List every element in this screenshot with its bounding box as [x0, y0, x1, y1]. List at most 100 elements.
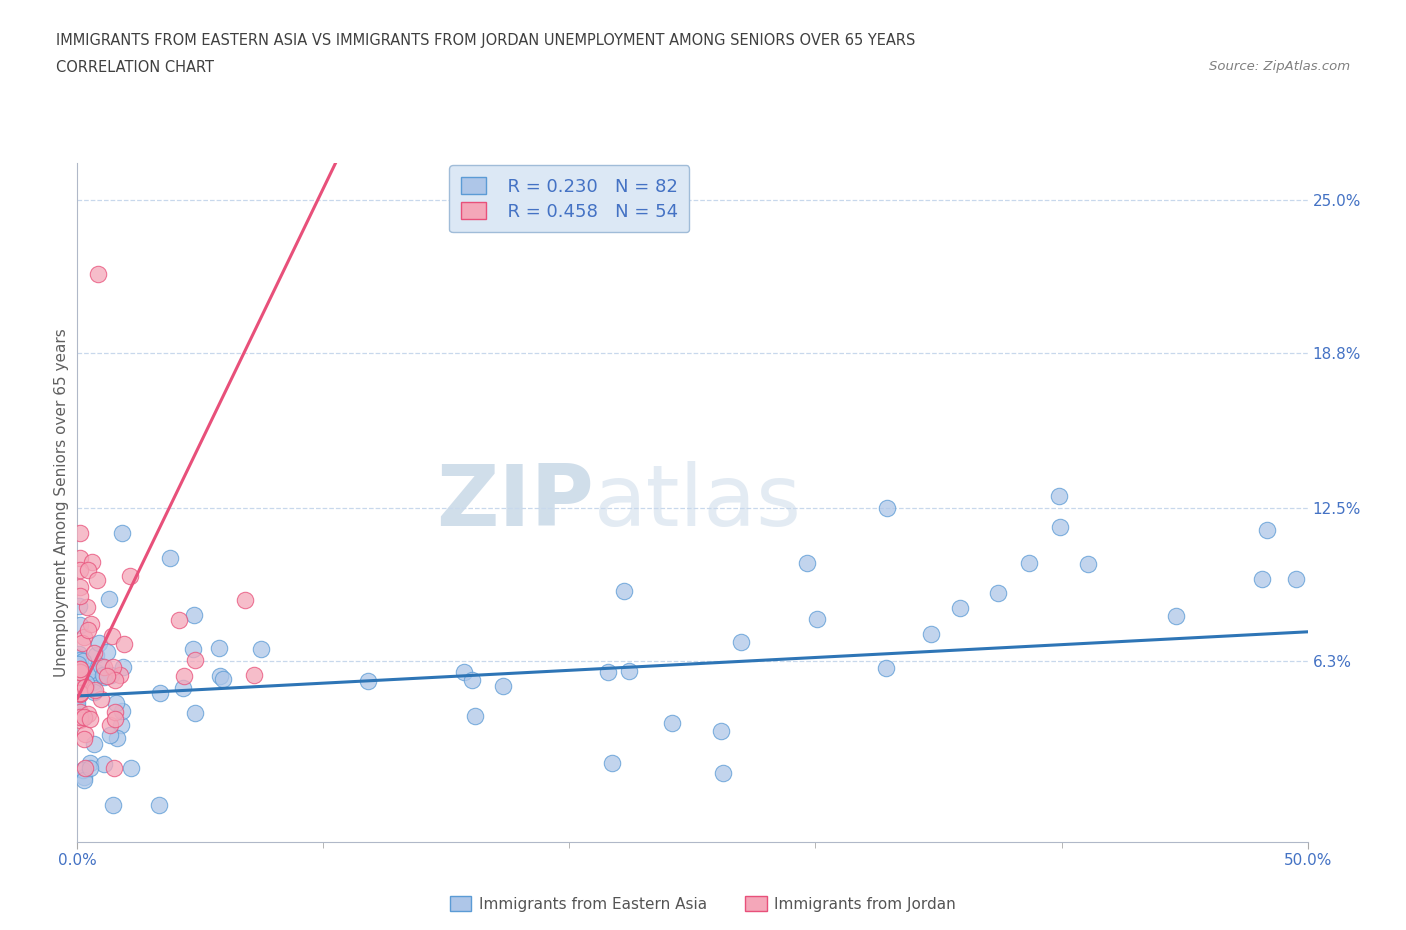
Point [66, 701, 89, 716]
Point [711, 765, 734, 780]
Point [110, 718, 132, 733]
Point [104, 712, 127, 727]
Point [86, 665, 108, 680]
Text: Source: ZipAtlas.com: Source: ZipAtlas.com [1209, 60, 1350, 73]
Point [104, 705, 127, 720]
Point [1251, 572, 1274, 587]
Point [69, 712, 91, 727]
Point [83, 737, 105, 751]
Text: atlas: atlas [595, 460, 801, 544]
Point [67, 660, 90, 675]
Point [710, 724, 733, 738]
Point [69, 705, 91, 720]
Point [72, 654, 94, 669]
Point [105, 696, 128, 711]
Point [181, 641, 204, 656]
Point [243, 668, 266, 683]
Point [72, 630, 94, 644]
Point [67, 598, 90, 613]
Point [184, 653, 207, 668]
Point [76, 622, 98, 637]
Point [167, 612, 190, 627]
Point [796, 555, 818, 570]
Point [87, 266, 110, 281]
Point [108, 668, 131, 683]
Point [209, 669, 232, 684]
Point [69, 563, 91, 578]
Point [69, 685, 91, 700]
Point [66, 709, 89, 724]
Point [83, 645, 105, 660]
Point [100, 629, 122, 644]
Point [97, 591, 120, 606]
Point [105, 731, 128, 746]
Point [492, 679, 515, 694]
Point [104, 672, 127, 687]
Point [69, 525, 91, 540]
Point [72, 763, 94, 777]
Point [87, 635, 110, 650]
Point [69, 580, 91, 595]
Point [149, 685, 172, 700]
Point [77, 563, 100, 578]
Point [75, 675, 97, 690]
Point [208, 640, 231, 655]
Y-axis label: Unemployment Among Seniors over 65 years: Unemployment Among Seniors over 65 years [53, 328, 69, 677]
Point [118, 569, 141, 584]
Point [73, 679, 96, 694]
Point [91, 668, 114, 683]
Point [464, 709, 486, 724]
Point [73, 769, 96, 784]
Point [453, 664, 475, 679]
Point [75, 726, 97, 741]
Point [617, 664, 640, 679]
Point [111, 525, 134, 540]
Point [101, 797, 124, 812]
Point [357, 673, 380, 688]
Point [77, 707, 100, 722]
Point [661, 716, 683, 731]
Point [83, 683, 105, 698]
Point [987, 586, 1010, 601]
Point [949, 601, 972, 616]
Point [69, 652, 91, 667]
Point [66, 696, 89, 711]
Point [76, 600, 98, 615]
Point [86, 573, 108, 588]
Text: ZIP: ZIP [436, 460, 595, 544]
Point [233, 592, 256, 607]
Point [184, 706, 207, 721]
Point [69, 618, 91, 632]
Point [73, 760, 96, 775]
Point [1077, 556, 1099, 571]
Point [72, 682, 94, 697]
Point [66, 692, 89, 707]
Point [101, 659, 124, 674]
Point [920, 627, 942, 642]
Point [69, 661, 91, 676]
Point [159, 551, 181, 565]
Point [79, 761, 101, 776]
Point [79, 755, 101, 770]
Point [90, 691, 112, 706]
Point [80, 617, 103, 631]
Point [79, 663, 101, 678]
Point [82, 675, 104, 690]
Point [148, 797, 170, 812]
Point [172, 681, 194, 696]
Point [67, 647, 90, 662]
Point [1166, 608, 1188, 623]
Point [72, 710, 94, 724]
Point [596, 665, 619, 680]
Point [112, 636, 135, 651]
Point [100, 667, 122, 682]
Point [600, 755, 623, 770]
Point [1049, 519, 1071, 534]
Point [1285, 571, 1308, 586]
Point [67, 650, 90, 665]
Point [103, 760, 125, 775]
Point [1018, 555, 1040, 570]
Point [98, 718, 121, 733]
Point [90, 658, 112, 673]
Point [82, 554, 104, 569]
